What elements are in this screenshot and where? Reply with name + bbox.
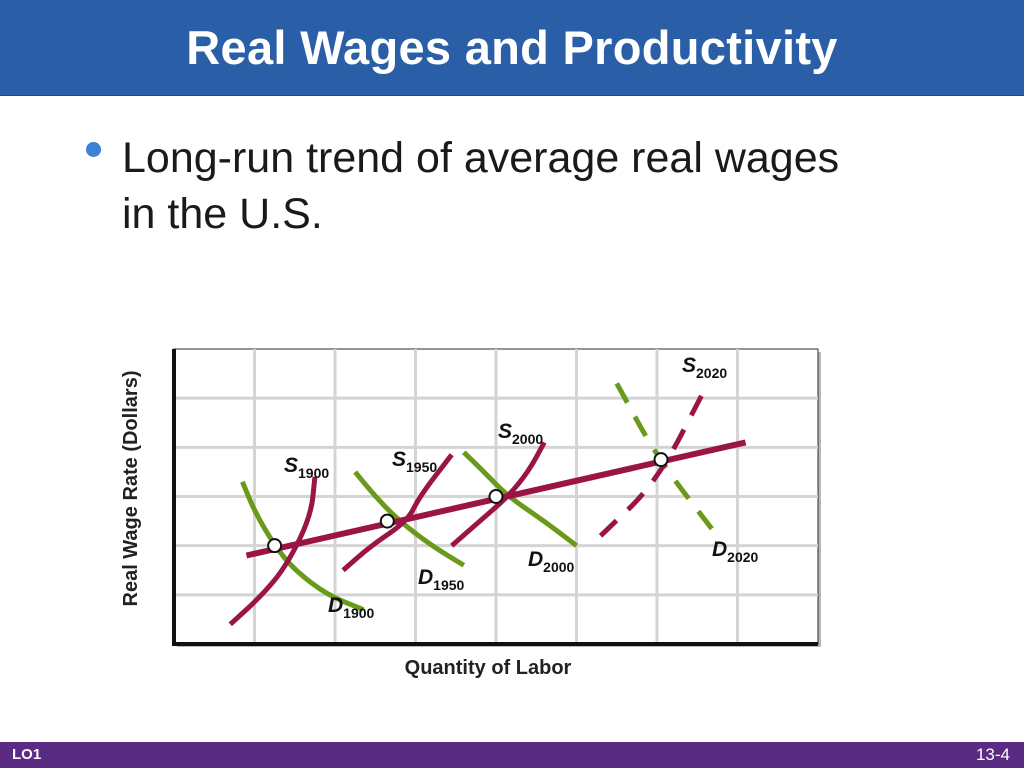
slide-title: Real Wages and Productivity — [186, 21, 838, 74]
demand-label-2020: D2020 — [712, 538, 759, 565]
title-bar: Real Wages and Productivity — [0, 0, 1024, 96]
supply-label-2020: S2020 — [682, 354, 727, 381]
supply-curve-1900 — [228, 476, 318, 627]
demand-label-2000: D2000 — [528, 548, 575, 575]
demand-label-1900: D1900 — [328, 594, 375, 621]
demand-curve-1950 — [353, 470, 466, 568]
supply-label-1950: S1950 — [392, 448, 437, 475]
bullet-text: Long-run trend of average real wages in … — [122, 134, 840, 238]
equilibrium-point-1950 — [379, 513, 395, 529]
equilibrium-point-1900 — [267, 538, 283, 554]
supply-label-2000: S2000 — [498, 420, 543, 447]
supply-curve-1950 — [341, 453, 454, 573]
equilibrium-point-2020 — [653, 452, 669, 468]
x-axis-label: Quantity of Labor — [405, 657, 572, 679]
learning-objective-label: LO1 — [12, 746, 42, 763]
bullet-icon — [86, 142, 101, 157]
demand-curve-2020 — [614, 382, 716, 533]
y-axis-label: Real Wage Rate (Dollars) — [120, 371, 142, 607]
demand-label-1950: D1950 — [418, 566, 465, 593]
page-number: 13-4 — [975, 745, 1010, 764]
equilibrium-point-2000 — [488, 489, 504, 504]
footer-bar: LO1 13-4 — [0, 742, 1024, 768]
supply-label-1900: S1900 — [284, 454, 329, 481]
demand-curve-2000 — [462, 450, 579, 548]
supply-curve-2020 — [598, 387, 708, 538]
labor-market-chart: Quantity of Labor Real Wage Rate (Dollars… — [120, 348, 821, 679]
supply-curve-2000 — [450, 441, 547, 548]
